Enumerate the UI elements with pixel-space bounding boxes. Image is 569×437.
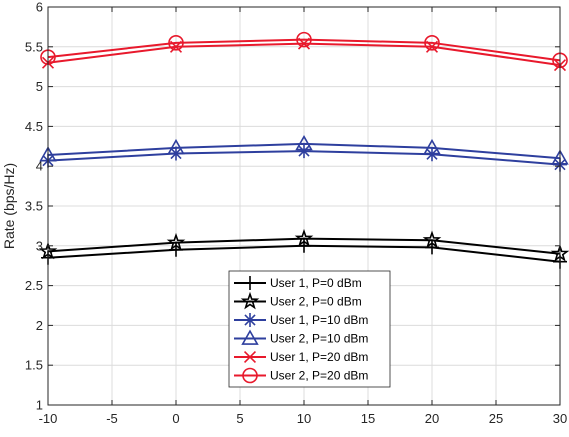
legend-label: User 2, P=20 dBm: [270, 369, 368, 383]
marker-circle: [168, 35, 184, 51]
y-tick-label: 2: [36, 318, 43, 333]
x-tick-label: 15: [361, 411, 375, 426]
legend-item: User 2, P=20 dBm: [234, 367, 368, 384]
y-tick-label: 5: [36, 79, 43, 94]
series-layer: [38, 31, 569, 269]
y-axis-label: Rate (bps/Hz): [1, 163, 17, 249]
marker-triangle: [167, 138, 185, 155]
y-tick-label: 5.5: [25, 39, 43, 54]
marker-asterisk: [243, 313, 257, 327]
marker-star: [422, 230, 442, 249]
y-tick-label: 3.5: [25, 199, 43, 214]
legend-item: User 2, P=10 dBm: [234, 329, 368, 346]
ticks: -10 -5 0 5 10 15 20 25 30 1 1.5 2 2.5 3 3.5 4 4.5 5 5.5 6: [25, 0, 567, 426]
marker-triangle: [295, 134, 313, 151]
marker-x: [243, 350, 257, 364]
x-tick-label: -10: [39, 411, 58, 426]
y-tick-label: 1.5: [25, 358, 43, 373]
y-tick-label: 6: [36, 0, 43, 15]
series-line: [47, 237, 561, 255]
marker-plus: [243, 276, 257, 290]
x-tick-label: 10: [297, 411, 311, 426]
x-tick-label: 30: [553, 411, 567, 426]
marker-circle: [242, 367, 258, 384]
legend-label: User 2, P=0 dBm: [270, 295, 362, 309]
x-tick-label: 20: [425, 411, 439, 426]
marker-asterisk: [297, 144, 311, 159]
x-tick-label: -5: [106, 411, 118, 426]
legend-item: User 1, P=10 dBm: [234, 313, 368, 327]
legend: User 1, P=0 dBm User 2, P=0 dBm User 1, P=…: [228, 270, 391, 388]
y-tick-label: 1: [36, 398, 43, 413]
legend-label: User 1, P=10 dBm: [270, 313, 368, 327]
y-tick-label: 3: [36, 238, 43, 253]
legend-box: [228, 270, 391, 388]
y-tick-label: 2.5: [25, 278, 43, 293]
marker-triangle: [423, 138, 441, 155]
marker-circle: [296, 31, 312, 48]
legend-item: User 1, P=20 dBm: [234, 350, 368, 364]
legend-label: User 1, P=20 dBm: [270, 350, 368, 364]
legend-label: User 1, P=0 dBm: [270, 276, 362, 290]
marker-circle: [424, 35, 440, 51]
x-tick-label: 25: [489, 411, 503, 426]
series-line: [47, 142, 561, 160]
series-line: [47, 38, 561, 62]
y-tick-label: 4.5: [25, 119, 43, 134]
y-tick-label: 4: [36, 159, 43, 174]
x-tick-label: 5: [236, 411, 243, 426]
legend-label: User 2, P=10 dBm: [270, 332, 368, 346]
legend-item: User 1, P=0 dBm: [234, 276, 362, 290]
marker-star: [294, 228, 314, 247]
marker-star: [166, 232, 186, 251]
legend-item: User 2, P=0 dBm: [234, 291, 362, 310]
marker-triangle: [241, 329, 259, 345]
marker-star: [240, 291, 260, 310]
x-tick-label: 0: [172, 411, 179, 426]
